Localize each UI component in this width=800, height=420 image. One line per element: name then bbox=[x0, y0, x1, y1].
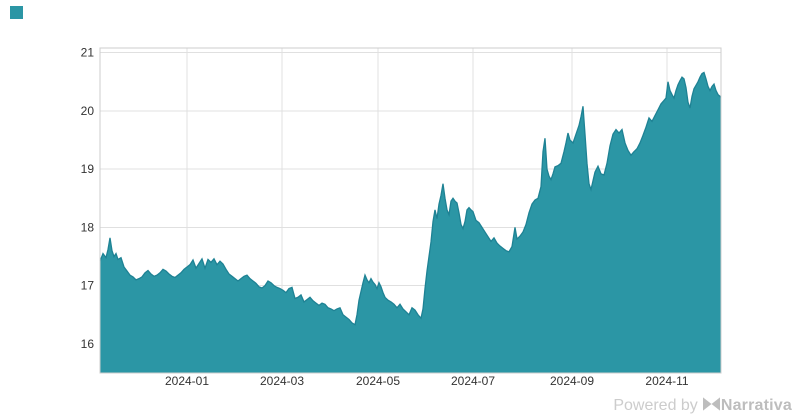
y-axis-label: 16 bbox=[81, 337, 95, 351]
y-axis-label: 20 bbox=[81, 104, 95, 118]
x-axis-label: 2024-07 bbox=[451, 374, 495, 388]
y-axis-label: 18 bbox=[81, 220, 95, 234]
y-axis-label: 19 bbox=[81, 162, 95, 176]
x-axis-label: 2024-11 bbox=[645, 374, 688, 388]
series-legend-marker bbox=[10, 6, 23, 19]
x-axis-label: 2024-09 bbox=[550, 374, 594, 388]
area-series-line bbox=[99, 71, 722, 326]
watermark-powered-by: Powered by bbox=[613, 397, 698, 414]
x-axis-label: 2024-01 bbox=[165, 374, 209, 388]
watermark: Powered by Narrativa bbox=[613, 397, 792, 414]
plot-border bbox=[99, 47, 722, 374]
narrativa-logo-icon bbox=[702, 397, 720, 411]
y-axis-label: 21 bbox=[81, 46, 95, 60]
watermark-brand: Narrativa bbox=[720, 397, 792, 414]
area-series-fill bbox=[100, 72, 721, 374]
y-axis-label: 17 bbox=[81, 279, 95, 293]
x-axis-label: 2024-03 bbox=[260, 374, 304, 388]
x-axis-label: 2024-05 bbox=[356, 374, 400, 388]
